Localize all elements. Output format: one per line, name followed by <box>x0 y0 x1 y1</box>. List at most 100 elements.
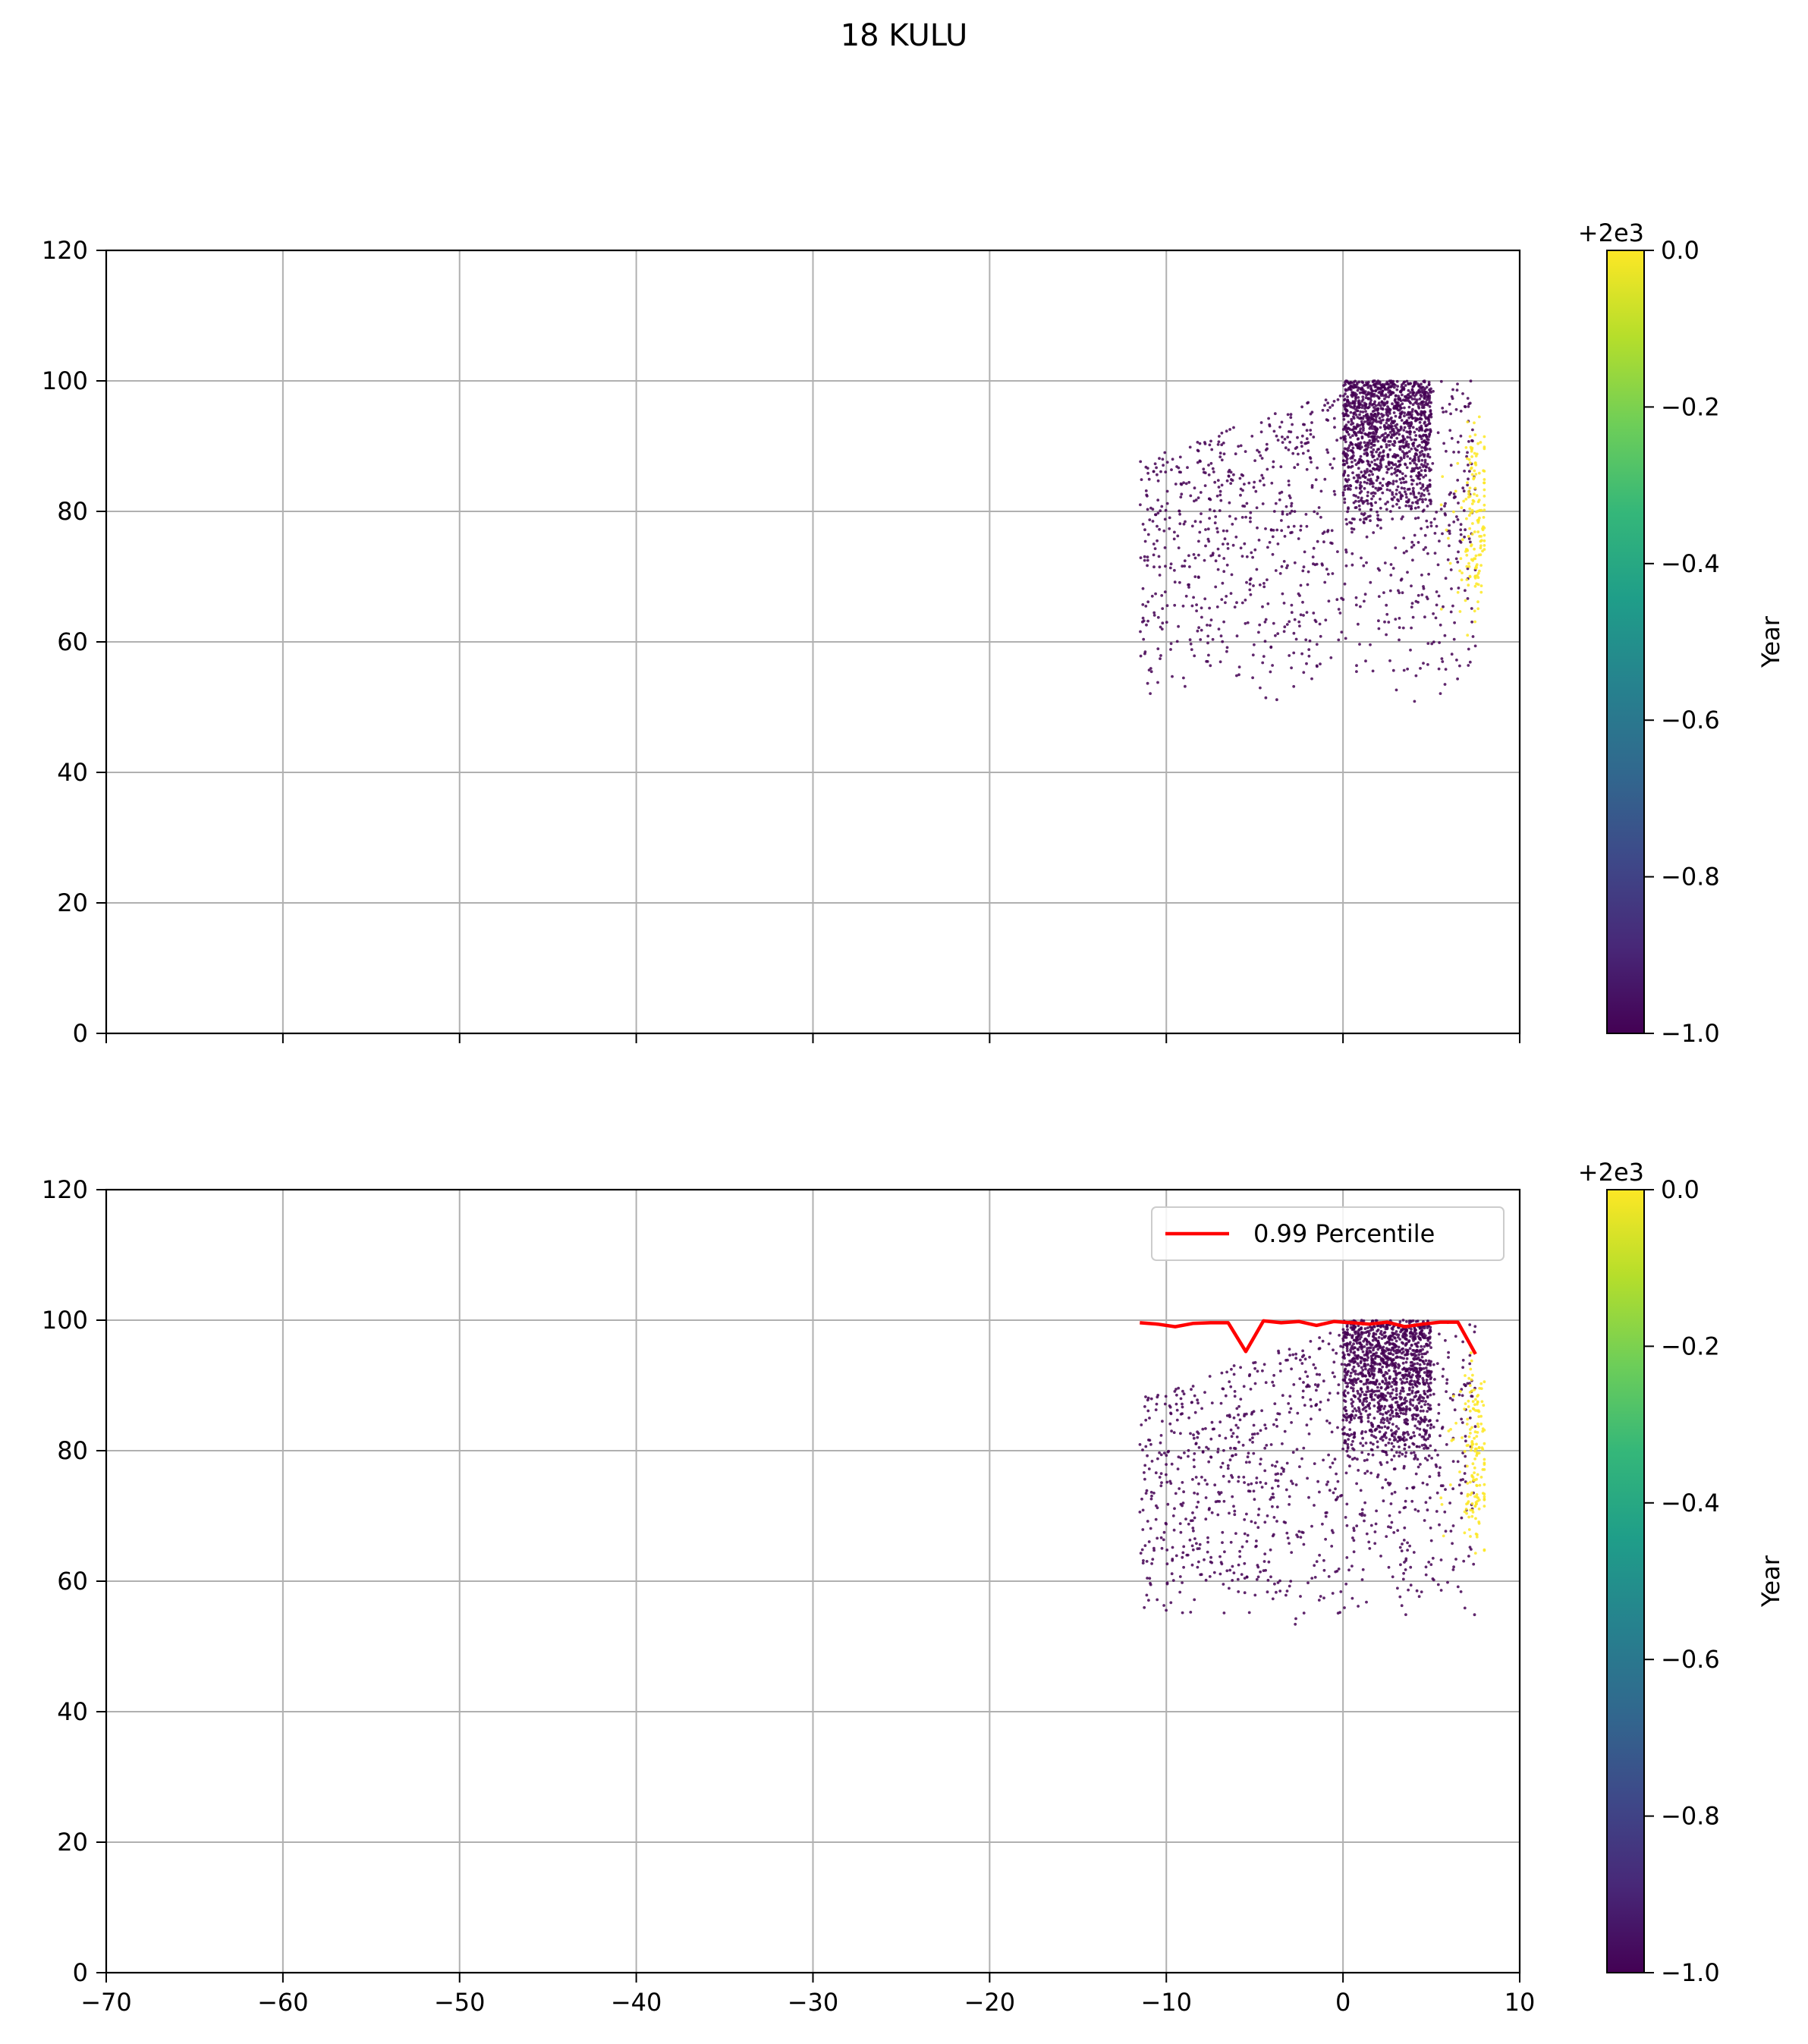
scatter-point <box>1403 411 1406 415</box>
scatter-point <box>1463 1531 1467 1535</box>
scatter-point <box>1183 1451 1186 1454</box>
scatter-point <box>1358 1398 1362 1402</box>
scatter-point <box>1222 542 1225 546</box>
scatter-point <box>1395 489 1398 492</box>
scatter-point <box>1445 410 1448 414</box>
scatter-point <box>1349 384 1353 388</box>
scatter-point <box>1363 480 1366 484</box>
scatter-point <box>1272 529 1275 532</box>
scatter-point <box>1144 1445 1148 1448</box>
scatter-point <box>1204 544 1207 548</box>
scatter-point <box>1372 491 1376 495</box>
scatter-point <box>1142 637 1146 641</box>
scatter-point <box>1458 610 1462 613</box>
scatter-point <box>1174 1402 1178 1406</box>
scatter-point <box>1410 388 1414 392</box>
scatter-point <box>1404 474 1407 478</box>
scatter-point <box>1209 1455 1212 1459</box>
scatter-point <box>1382 1407 1385 1410</box>
scatter-point <box>1159 1484 1163 1488</box>
scatter-point <box>1333 426 1336 429</box>
scatter-point <box>1344 404 1348 407</box>
scatter-point <box>1417 1595 1421 1599</box>
scatter-point <box>1465 517 1468 520</box>
scatter-point <box>1382 1418 1386 1421</box>
scatter-point <box>1399 1378 1402 1381</box>
scatter-point <box>1216 1450 1220 1454</box>
scatter-point <box>1220 483 1224 487</box>
scatter-point <box>1143 1544 1147 1547</box>
scatter-point <box>1387 1442 1391 1445</box>
scatter-point <box>1341 1339 1345 1342</box>
scatter-point <box>1405 379 1409 383</box>
scatter-point <box>1300 441 1303 445</box>
scatter-point <box>1213 1483 1217 1487</box>
scatter-point <box>1379 1395 1382 1398</box>
scatter-point <box>1369 1369 1373 1373</box>
scatter-point <box>1473 486 1477 490</box>
scatter-point <box>1420 473 1423 477</box>
scatter-point <box>1149 1527 1152 1530</box>
scatter-point <box>1310 1524 1313 1528</box>
scatter-point <box>1385 443 1388 446</box>
scatter-point <box>1408 461 1412 465</box>
y-tick-label: 80 <box>57 497 88 526</box>
scatter-point <box>1420 1332 1423 1335</box>
scatter-point <box>1228 1380 1231 1383</box>
scatter-point <box>1358 476 1362 480</box>
scatter-point <box>1165 1480 1169 1484</box>
scatter-point <box>1284 446 1288 450</box>
scatter-point <box>1463 1472 1467 1475</box>
scatter-point <box>1354 410 1357 414</box>
scatter-point <box>1344 1336 1348 1339</box>
scatter-point <box>1420 492 1423 495</box>
scatter-point <box>1385 1398 1388 1402</box>
scatter-point <box>1300 1355 1304 1359</box>
scatter-point <box>1373 435 1376 439</box>
scatter-point <box>1432 640 1435 643</box>
scatter-point <box>1391 1331 1395 1335</box>
scatter-point <box>1476 571 1480 575</box>
bottom-scatter-panel: −70 −60 −50 −40 −30 −20 −10 0 100204060801001200… <box>42 1158 1785 2017</box>
scatter-point <box>1385 1535 1388 1538</box>
scatter-point <box>1194 1442 1198 1445</box>
scatter-point <box>1389 1502 1393 1505</box>
scatter-point <box>1245 502 1249 505</box>
scatter-point <box>1395 1372 1399 1376</box>
scatter-point <box>1149 670 1153 674</box>
scatter-point <box>1178 1522 1182 1525</box>
scatter-point <box>1234 1453 1237 1457</box>
scatter-point <box>1337 608 1341 611</box>
scatter-point <box>1379 426 1382 429</box>
scatter-point <box>1370 1448 1374 1451</box>
scatter-point <box>1222 442 1225 445</box>
scatter-point <box>1182 1392 1186 1396</box>
scatter-point <box>1374 388 1378 392</box>
scatter-point <box>1183 559 1187 562</box>
scatter-point <box>1470 439 1473 442</box>
scatter-point <box>1240 555 1244 558</box>
scatter-point <box>1366 1358 1369 1362</box>
scatter-point <box>1477 1446 1481 1450</box>
scatter-point <box>1417 492 1421 495</box>
scatter-point <box>1163 1402 1167 1406</box>
scatter-point <box>1388 389 1391 392</box>
scatter-point <box>1256 1369 1259 1373</box>
scatter-point <box>1260 1409 1263 1413</box>
scatter-point <box>1461 1421 1464 1424</box>
scatter-point <box>1319 515 1322 519</box>
scatter-point <box>1376 1324 1380 1328</box>
scatter-point <box>1385 419 1388 422</box>
scatter-point <box>1376 388 1379 391</box>
scatter-point <box>1473 530 1476 533</box>
scatter-point <box>1403 414 1406 418</box>
scatter-point <box>1324 398 1328 401</box>
scatter-point <box>1401 398 1405 402</box>
scatter-point <box>1295 1448 1299 1451</box>
scatter-point <box>1417 455 1420 459</box>
colorbar-offset-label: +2e3 <box>1578 1158 1644 1187</box>
x-tick-label: −30 <box>788 1988 839 2017</box>
scatter-point <box>1361 410 1365 414</box>
scatter-point <box>1414 1413 1418 1417</box>
scatter-point <box>1409 391 1412 395</box>
